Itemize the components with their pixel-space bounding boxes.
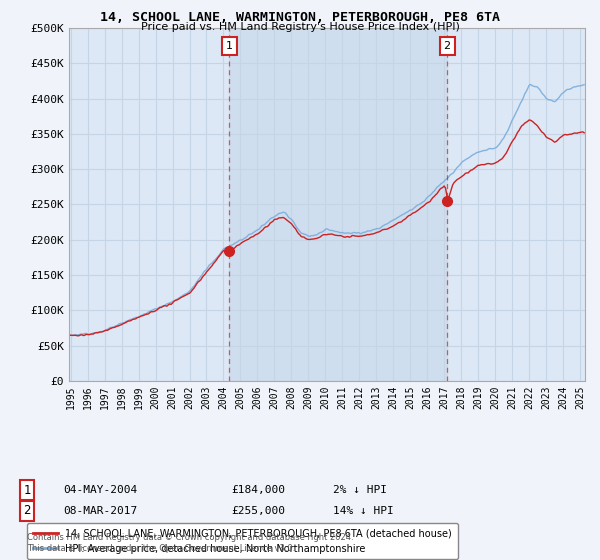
Text: 14, SCHOOL LANE, WARMINGTON, PETERBOROUGH, PE8 6TA: 14, SCHOOL LANE, WARMINGTON, PETERBOROUG… [100,11,500,24]
Text: £255,000: £255,000 [231,506,285,516]
Text: 1: 1 [23,483,31,497]
Text: 2: 2 [443,41,451,50]
Text: 2% ↓ HPI: 2% ↓ HPI [333,485,387,495]
Bar [229,28,447,381]
Text: Price paid vs. HM Land Registry's House Price Index (HPI): Price paid vs. HM Land Registry's House … [140,22,460,32]
Text: Contains HM Land Registry data © Crown copyright and database right 2024.
This d: Contains HM Land Registry data © Crown c… [27,533,353,553]
Text: 04-MAY-2004: 04-MAY-2004 [63,485,137,495]
Legend: 14, SCHOOL LANE, WARMINGTON, PETERBOROUGH, PE8 6TA (detached house), HPI: Averag: 14, SCHOOL LANE, WARMINGTON, PETERBOROUG… [28,523,458,559]
Text: £184,000: £184,000 [231,485,285,495]
Text: 08-MAR-2017: 08-MAR-2017 [63,506,137,516]
Text: 1: 1 [226,41,233,50]
Text: 2: 2 [23,504,31,517]
Text: 14% ↓ HPI: 14% ↓ HPI [333,506,394,516]
